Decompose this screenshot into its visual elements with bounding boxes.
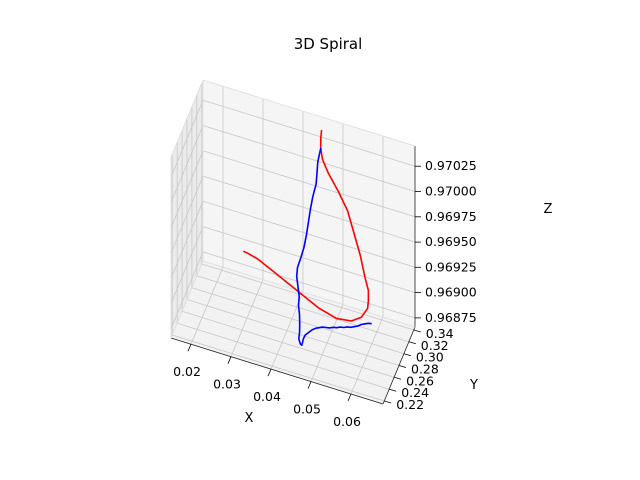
pane-edge xyxy=(202,79,416,147)
z-grid-left xyxy=(170,125,204,203)
y-grid-floor xyxy=(201,263,414,331)
y-tick-mark xyxy=(393,376,402,380)
z-grid-left xyxy=(170,201,204,279)
z-grid-left xyxy=(170,150,204,228)
x-tick-label: 0.06 xyxy=(333,414,361,429)
y-tick-mark xyxy=(398,365,407,368)
z-grid-left xyxy=(170,251,204,330)
z-grid-back xyxy=(202,99,416,167)
z-grid-left xyxy=(170,100,204,178)
axes-ticks: 0.02 0.03 0.04 0.05 0.06 0.220.240.260.280.30… xyxy=(173,158,477,429)
z-grid-back xyxy=(202,150,416,218)
x-tick-label: 0.02 xyxy=(173,364,201,379)
series-line-0 xyxy=(242,129,370,322)
chart-title: 3D Spiral xyxy=(294,35,363,53)
z-tick-label: 0.96975 xyxy=(425,209,477,224)
z-grid-back xyxy=(202,125,416,192)
x-axis-label: X xyxy=(245,411,254,426)
pane-edge xyxy=(170,260,204,339)
y-grid-floor xyxy=(177,322,390,390)
z-grid-back xyxy=(202,175,416,243)
y-tick-mark xyxy=(389,388,397,392)
y-tick-label: 0.30 xyxy=(416,350,444,365)
y-tick-mark xyxy=(408,341,416,345)
z-tick-label: 0.96900 xyxy=(425,285,477,300)
y-tick-label: 0.32 xyxy=(421,338,449,353)
y-tick-mark xyxy=(403,353,412,357)
pane-edge xyxy=(202,260,416,328)
y-tick-label: 0.22 xyxy=(396,397,424,412)
y-grid-floor xyxy=(186,299,400,366)
y-tick-mark xyxy=(384,400,392,404)
x-tick-mark xyxy=(347,393,352,402)
z-tick-label: 0.97000 xyxy=(425,184,477,199)
x-axis-line xyxy=(170,337,384,405)
z-grid-back xyxy=(202,226,416,293)
x-tick-mark xyxy=(307,381,312,389)
z-grid-left xyxy=(170,226,204,304)
y-tick-label: 0.34 xyxy=(426,326,454,341)
y-tick-label: 0.24 xyxy=(401,385,429,400)
z-tick-label: 0.96950 xyxy=(425,234,477,249)
z-grid-back xyxy=(202,200,416,268)
z-grid-back xyxy=(202,251,416,319)
y-grid-floor xyxy=(196,275,409,343)
x-tick-mark xyxy=(267,368,272,377)
y-axis-label: Y xyxy=(469,378,478,393)
y-tick-mark xyxy=(413,329,421,333)
y-grid-floor xyxy=(181,310,395,378)
z-tick-label: 0.96875 xyxy=(425,310,477,325)
x-tick-label: 0.03 xyxy=(213,377,241,392)
x-tick-label: 0.04 xyxy=(253,389,281,404)
x-tick-label: 0.05 xyxy=(293,402,321,417)
y-tick-label: 0.28 xyxy=(411,362,439,377)
z-tick-label: 0.97025 xyxy=(425,158,477,173)
y-grid-floor xyxy=(191,287,405,355)
z-axis-label: Z xyxy=(544,202,553,217)
series-lines xyxy=(242,129,372,347)
x-tick-mark xyxy=(227,356,232,364)
y-tick-label: 0.26 xyxy=(406,373,434,388)
x-tick-mark xyxy=(187,344,192,352)
pane-edge xyxy=(170,79,204,158)
series-line-1 xyxy=(295,147,372,347)
z-grid-left xyxy=(170,175,204,254)
axes-edges xyxy=(170,79,416,405)
z-tick-label: 0.96925 xyxy=(425,259,477,274)
y-grid-floor xyxy=(172,334,385,402)
axes-grid xyxy=(170,83,416,402)
